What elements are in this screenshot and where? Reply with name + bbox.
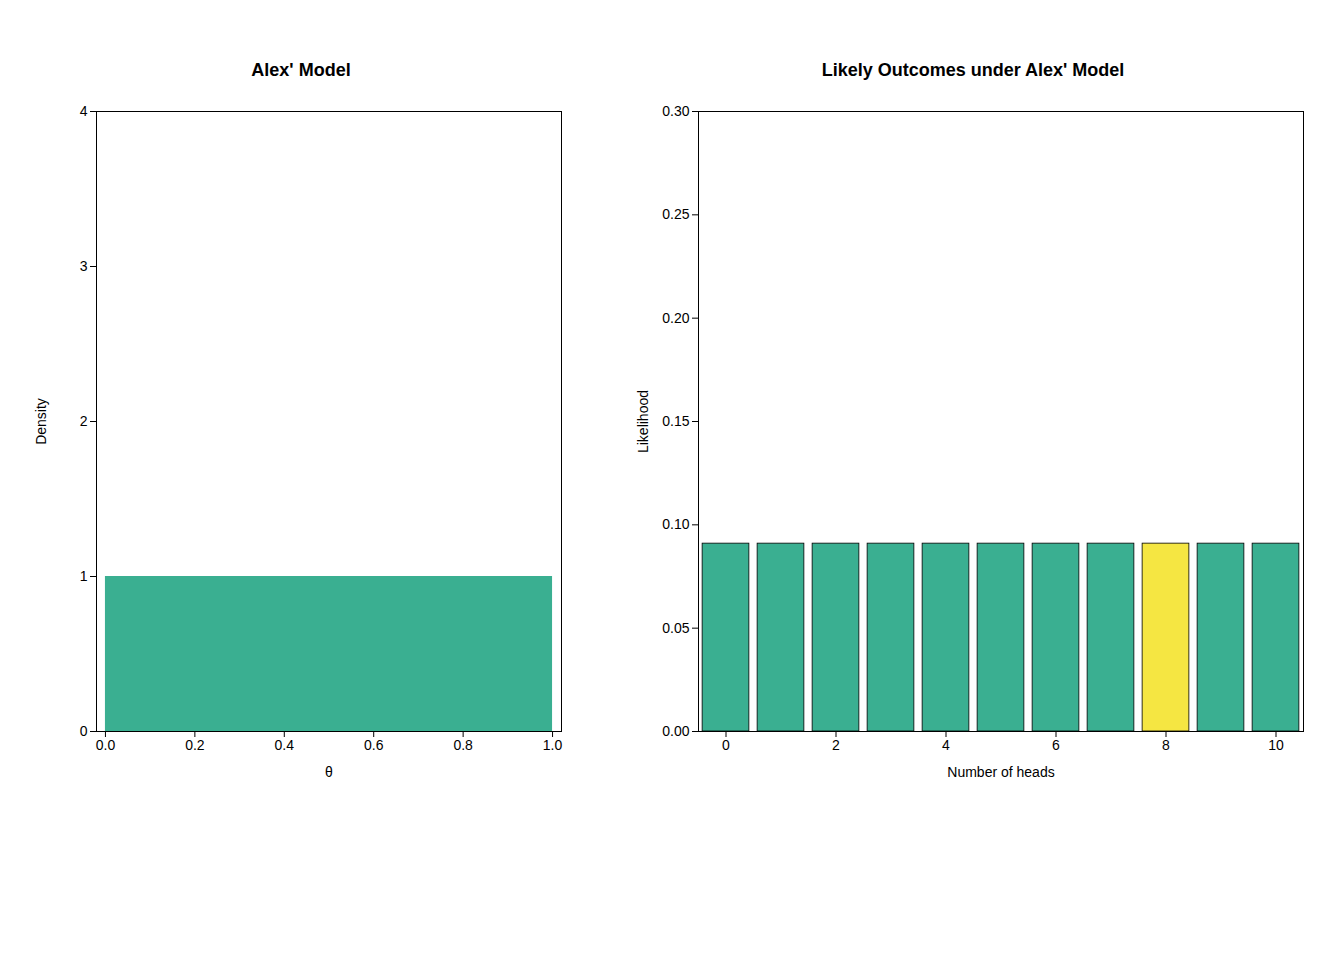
svg-text:0.8: 0.8 [453, 737, 473, 753]
svg-text:0.05: 0.05 [662, 620, 689, 636]
svg-text:1: 1 [80, 568, 88, 584]
svg-text:0.2: 0.2 [185, 737, 205, 753]
svg-text:0.0: 0.0 [96, 737, 116, 753]
svg-text:4: 4 [942, 737, 950, 753]
svg-text:0.10: 0.10 [662, 516, 689, 532]
svg-text:3: 3 [80, 258, 88, 274]
svg-text:0.00: 0.00 [662, 723, 689, 739]
svg-text:0: 0 [80, 723, 88, 739]
svg-text:0.20: 0.20 [662, 310, 689, 326]
html-text:Alex' Model: Alex' Model [251, 60, 351, 80]
svg-text:0.4: 0.4 [275, 737, 295, 753]
svg-text:10: 10 [1268, 737, 1284, 753]
svg-text:8: 8 [1162, 737, 1170, 753]
svg-text:0.6: 0.6 [364, 737, 384, 753]
svg-text:2: 2 [80, 413, 88, 429]
svg-text:0.30: 0.30 [662, 103, 689, 119]
svg-text:Number of heads: Number of heads [947, 764, 1054, 780]
svg-text:2: 2 [832, 737, 840, 753]
svg-text:6: 6 [1052, 737, 1060, 753]
svg-text:4: 4 [80, 103, 88, 119]
svg-text:0: 0 [722, 737, 730, 753]
svg-text:0.25: 0.25 [662, 206, 689, 222]
svg-text:1.0: 1.0 [543, 737, 563, 753]
svg-text:0.15: 0.15 [662, 413, 689, 429]
html-text:Likely Outcomes under Alex' Mo: Likely Outcomes under Alex' Model [821, 60, 1125, 80]
svg-text:θ: θ [325, 764, 333, 780]
svg-text:Density: Density [33, 398, 49, 445]
svg-text:Likelihood: Likelihood [635, 390, 651, 453]
